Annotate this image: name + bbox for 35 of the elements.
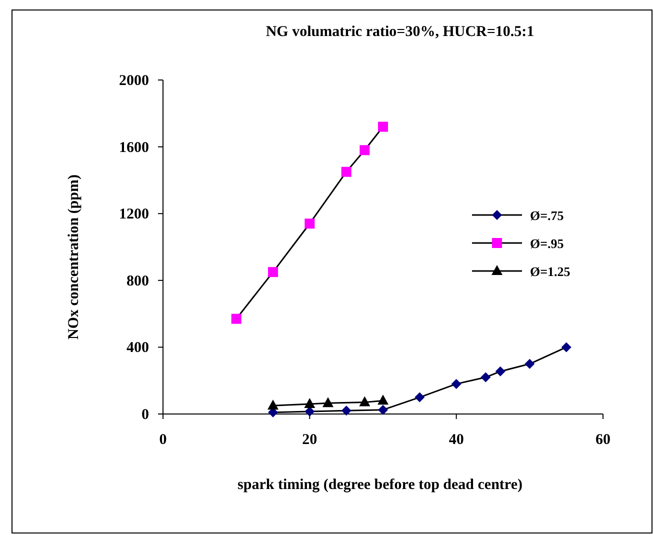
point [451, 378, 462, 389]
point [268, 400, 278, 410]
x-tick-label: 0 [159, 432, 167, 448]
point [524, 358, 535, 369]
y-tick-label: 1200 [119, 206, 149, 223]
x-tick-label: 40 [448, 432, 464, 448]
chart-title: NG volumatric ratio=30%, HUCR=10.5:1 [266, 24, 534, 40]
legend-label: Ø=.95 [530, 236, 564, 251]
point [360, 145, 370, 156]
y-tick-label: 2000 [119, 73, 149, 89]
point [304, 218, 315, 229]
point [359, 396, 370, 406]
point [378, 394, 388, 405]
point [322, 397, 334, 408]
point [414, 392, 425, 402]
point [231, 314, 242, 324]
y-tick-label: 800 [126, 273, 149, 290]
point [561, 342, 572, 352]
point [378, 122, 388, 132]
legend-label: Ø=.75 [530, 208, 564, 223]
x-tick-label: 60 [596, 432, 610, 448]
point [495, 366, 506, 376]
point [268, 267, 278, 278]
x-axis-title: spark timing (degree before top dead centre) [238, 477, 522, 493]
y-tick-label: 1600 [119, 140, 149, 156]
point [341, 406, 352, 416]
point [480, 372, 491, 382]
point [378, 404, 388, 415]
y-axis-title: NOx concentration (ppm) [66, 174, 82, 340]
point [341, 166, 352, 177]
legend-label: Ø=1.25 [530, 264, 571, 279]
y-tick-label: 0 [142, 407, 149, 423]
x-tick-label: 20 [302, 432, 318, 448]
point [304, 398, 316, 408]
y-tick-label: 400 [126, 340, 149, 356]
